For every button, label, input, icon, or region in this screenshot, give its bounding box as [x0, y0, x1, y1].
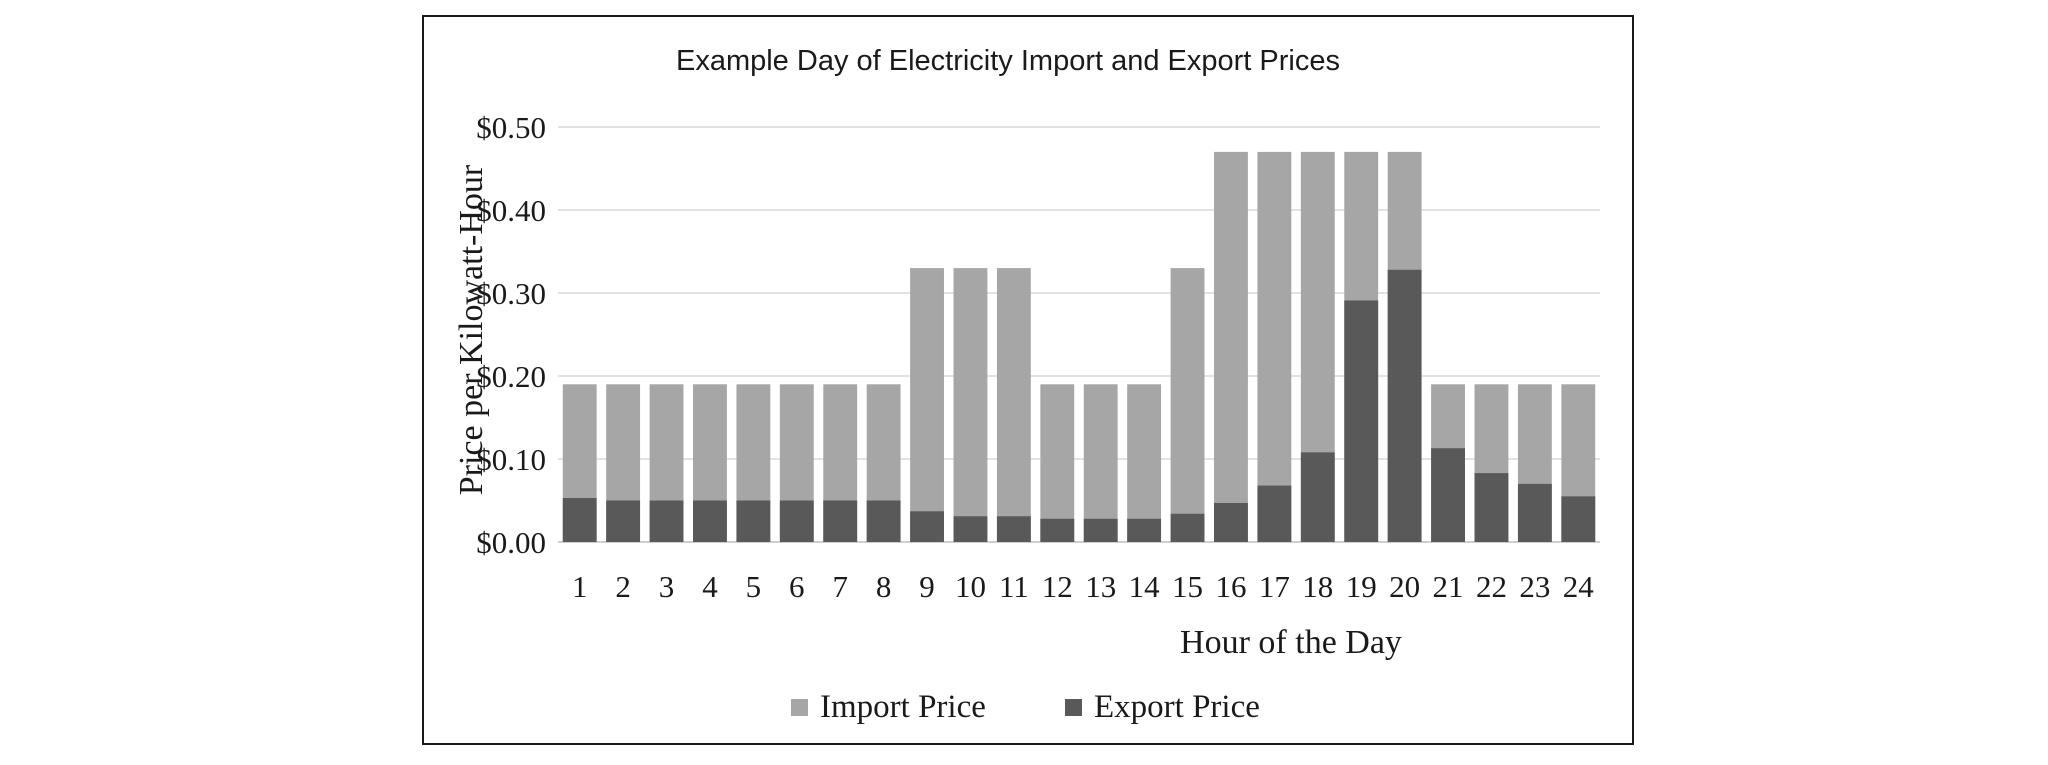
- bar-export-price: [779, 500, 814, 542]
- bar-export-price: [1127, 518, 1162, 542]
- x-tick-label: 23: [1519, 569, 1550, 604]
- bar-export-price: [1170, 513, 1205, 542]
- bar-export-price: [1517, 483, 1552, 542]
- x-tick-label: 4: [702, 569, 718, 604]
- x-tick-label: 19: [1346, 569, 1377, 604]
- y-axis-label: Price per Kilowatt-Hour: [453, 164, 490, 495]
- bar-import-price: [1040, 384, 1075, 542]
- x-tick-label: 12: [1042, 569, 1073, 604]
- y-tick-label: $0.30: [476, 276, 546, 311]
- bar-import-price: [1083, 384, 1118, 542]
- bar-import-price: [1170, 268, 1205, 542]
- bar-import-price: [910, 268, 944, 542]
- bar-export-price: [1214, 502, 1248, 542]
- bar-export-price: [606, 500, 641, 542]
- x-tick-label: 6: [789, 569, 805, 604]
- y-tick-label: $0.00: [476, 525, 546, 560]
- gridlines: [558, 126, 1600, 543]
- x-tick-labels: 1 2 3 4 5 6 7 8 9 10 11 12 13 14 15 16 17 18 19 20 21 22 23 24: [572, 569, 1594, 604]
- x-tick-label: 15: [1172, 569, 1203, 604]
- x-tick-label: 8: [876, 569, 892, 604]
- x-tick-label: 3: [659, 569, 675, 604]
- bar-export-price: [1257, 485, 1292, 542]
- y-tick-label: $0.10: [476, 442, 546, 477]
- bar-export-price: [1561, 496, 1596, 542]
- bar-export-price: [736, 500, 771, 542]
- legend: Import Price Export Price: [791, 689, 1260, 725]
- bar-export-price: [1300, 452, 1335, 542]
- x-tick-label: 20: [1389, 569, 1420, 604]
- bar-export-price: [1474, 473, 1509, 542]
- legend-swatch-import: [791, 699, 808, 716]
- x-tick-label: 21: [1433, 569, 1464, 604]
- x-tick-label: 5: [746, 569, 762, 604]
- chart-title: Example Day of Electricity Import and Ex…: [676, 45, 1340, 77]
- bar-export-price: [953, 516, 988, 542]
- x-tick-label: 7: [832, 569, 848, 604]
- bar-export-price: [1431, 448, 1465, 542]
- bar-export-price: [1083, 518, 1118, 542]
- x-tick-label: 10: [955, 569, 986, 604]
- x-tick-label: 24: [1563, 569, 1595, 604]
- y-tick-label: $0.40: [476, 193, 546, 228]
- legend-label-export: Export Price: [1094, 689, 1260, 725]
- bar-export-price: [1344, 300, 1379, 542]
- bar-import-price: [1257, 151, 1292, 542]
- bar-export-price: [866, 500, 901, 542]
- bars: [562, 151, 1596, 542]
- chart-frame: Example Day of Electricity Import and Ex…: [422, 15, 1634, 745]
- x-tick-label: 11: [999, 569, 1029, 604]
- bar-export-price: [823, 500, 858, 542]
- x-tick-label: 9: [919, 569, 935, 604]
- x-tick-label: 17: [1259, 569, 1290, 604]
- legend-swatch-export: [1065, 699, 1082, 716]
- y-tick-labels: $0.00 $0.10 $0.20 $0.30 $0.40 $0.50: [476, 110, 546, 560]
- bar-import-price: [996, 268, 1031, 542]
- bar-export-price: [562, 498, 597, 542]
- x-tick-label: 2: [615, 569, 631, 604]
- bar-import-price: [1214, 151, 1248, 542]
- x-tick-label: 18: [1302, 569, 1333, 604]
- bar-export-price: [693, 500, 727, 542]
- bar-chart: Example Day of Electricity Import and Ex…: [453, 45, 1600, 725]
- bar-export-price: [996, 516, 1031, 542]
- x-tick-label: 16: [1215, 569, 1246, 604]
- x-tick-label: 13: [1085, 569, 1116, 604]
- x-tick-label: 1: [572, 569, 588, 604]
- legend-label-import: Import Price: [820, 689, 986, 725]
- y-tick-label: $0.20: [476, 359, 546, 394]
- bar-import-price: [1127, 384, 1162, 542]
- bar-export-price: [1387, 269, 1422, 542]
- x-tick-label: 22: [1476, 569, 1507, 604]
- x-tick-label: 14: [1129, 569, 1161, 604]
- bar-import-price: [953, 268, 988, 542]
- bar-export-price: [1040, 518, 1075, 542]
- bar-export-price: [910, 511, 944, 542]
- bar-export-price: [649, 500, 684, 542]
- x-axis-label: Hour of the Day: [1180, 624, 1402, 661]
- y-tick-label: $0.50: [476, 110, 546, 145]
